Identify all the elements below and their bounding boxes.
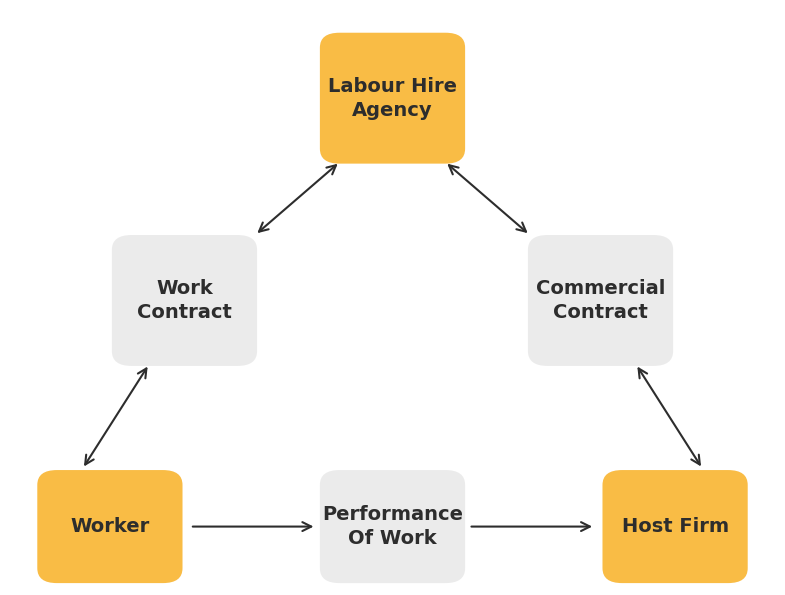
Text: Worker: Worker [71, 517, 149, 536]
FancyBboxPatch shape [320, 470, 465, 583]
FancyBboxPatch shape [38, 470, 182, 583]
Text: Performance
Of Work: Performance Of Work [322, 505, 463, 548]
FancyBboxPatch shape [602, 470, 747, 583]
Text: Commercial
Contract: Commercial Contract [536, 279, 665, 322]
Text: Labour Hire
Agency: Labour Hire Agency [328, 77, 457, 120]
FancyBboxPatch shape [111, 235, 257, 366]
FancyBboxPatch shape [528, 235, 673, 366]
FancyBboxPatch shape [320, 33, 465, 164]
Text: Work
Contract: Work Contract [137, 279, 232, 322]
Text: Host Firm: Host Firm [622, 517, 728, 536]
